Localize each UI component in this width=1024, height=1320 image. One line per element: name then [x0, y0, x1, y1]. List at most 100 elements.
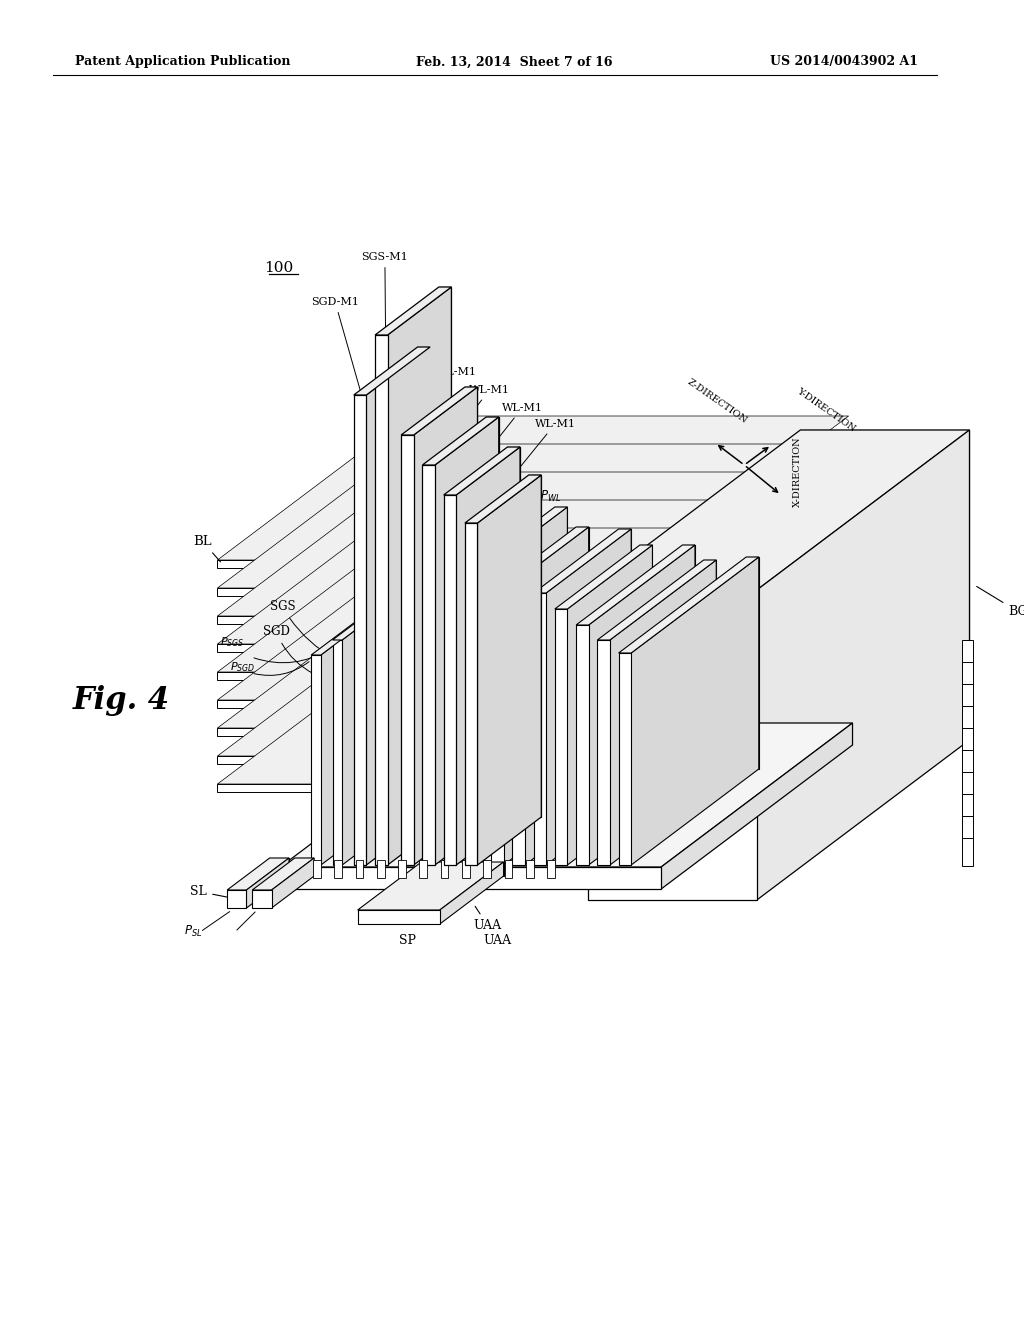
Polygon shape	[588, 430, 970, 590]
Polygon shape	[465, 387, 477, 817]
Polygon shape	[618, 653, 631, 865]
Text: SGD: SGD	[263, 624, 313, 673]
Polygon shape	[457, 447, 520, 865]
Polygon shape	[422, 417, 499, 465]
Text: Fig. 4: Fig. 4	[73, 685, 170, 715]
Polygon shape	[465, 523, 477, 865]
Bar	[462, 861, 470, 878]
Polygon shape	[631, 557, 759, 865]
Text: WL-M1: WL-M1	[452, 403, 543, 498]
Bar	[420, 861, 427, 878]
Polygon shape	[439, 862, 504, 924]
Polygon shape	[465, 475, 542, 523]
Bar	[398, 861, 406, 878]
Text: $P_{SL}$: $P_{SL}$	[183, 924, 202, 939]
Polygon shape	[321, 623, 364, 865]
Polygon shape	[333, 640, 342, 865]
Polygon shape	[295, 858, 314, 876]
Polygon shape	[217, 700, 657, 708]
Text: Y-DIRECTION: Y-DIRECTION	[795, 385, 856, 433]
Text: X-DIRECTION: X-DIRECTION	[793, 437, 802, 507]
Polygon shape	[333, 609, 385, 640]
Text: Feb. 13, 2014  Sheet 7 of 16: Feb. 13, 2014 Sheet 7 of 16	[416, 55, 612, 69]
Bar	[335, 861, 342, 878]
Polygon shape	[577, 624, 589, 865]
Text: WL: WL	[562, 661, 634, 702]
Polygon shape	[504, 507, 567, 865]
Polygon shape	[227, 890, 247, 908]
Polygon shape	[311, 623, 364, 655]
Polygon shape	[610, 560, 716, 865]
Polygon shape	[962, 640, 974, 668]
Polygon shape	[962, 663, 974, 690]
Polygon shape	[357, 909, 439, 924]
Polygon shape	[746, 557, 759, 770]
Text: WL-M1: WL-M1	[430, 385, 510, 467]
Polygon shape	[962, 816, 974, 843]
Text: WL-M1: WL-M1	[472, 418, 575, 525]
Polygon shape	[589, 545, 695, 865]
Polygon shape	[618, 557, 759, 653]
Polygon shape	[962, 684, 974, 711]
Polygon shape	[252, 858, 314, 890]
Polygon shape	[567, 545, 652, 865]
Polygon shape	[353, 347, 430, 395]
Polygon shape	[443, 447, 520, 495]
Polygon shape	[217, 500, 849, 644]
Polygon shape	[281, 723, 853, 867]
Polygon shape	[217, 672, 657, 680]
Polygon shape	[512, 576, 525, 865]
Polygon shape	[217, 583, 849, 729]
Text: BG: BG	[977, 586, 1024, 618]
Polygon shape	[443, 495, 457, 865]
Polygon shape	[271, 858, 314, 908]
Polygon shape	[962, 750, 974, 777]
Polygon shape	[401, 387, 477, 436]
Polygon shape	[512, 527, 589, 576]
Polygon shape	[217, 528, 849, 672]
Text: BL: BL	[194, 535, 220, 562]
Polygon shape	[269, 858, 289, 876]
Text: SGD-M1: SGD-M1	[311, 297, 364, 403]
Polygon shape	[588, 590, 757, 900]
Polygon shape	[534, 593, 546, 865]
Polygon shape	[375, 286, 452, 335]
Polygon shape	[662, 723, 853, 888]
Text: US 2014/0043902 A1: US 2014/0043902 A1	[770, 55, 919, 69]
Polygon shape	[962, 795, 974, 822]
Polygon shape	[577, 527, 589, 817]
Text: 100: 100	[264, 261, 293, 275]
Bar	[377, 861, 385, 878]
Bar	[313, 861, 321, 878]
Polygon shape	[962, 729, 974, 756]
Text: SGS: SGS	[269, 601, 335, 659]
Polygon shape	[962, 706, 974, 734]
Polygon shape	[414, 387, 477, 865]
Polygon shape	[525, 527, 589, 865]
Bar	[483, 861, 492, 878]
Bar	[525, 861, 534, 878]
Polygon shape	[217, 416, 849, 560]
Polygon shape	[555, 507, 567, 817]
Polygon shape	[227, 858, 289, 890]
Polygon shape	[422, 465, 435, 865]
Bar	[505, 861, 512, 878]
Polygon shape	[555, 545, 652, 609]
Text: WL-M1: WL-M1	[409, 367, 477, 438]
Polygon shape	[217, 616, 657, 624]
Polygon shape	[534, 529, 631, 593]
Polygon shape	[546, 529, 631, 865]
Polygon shape	[528, 475, 542, 817]
Polygon shape	[418, 347, 430, 817]
Polygon shape	[472, 723, 853, 744]
Bar	[440, 861, 449, 878]
Polygon shape	[439, 286, 452, 817]
Polygon shape	[486, 417, 499, 817]
Polygon shape	[357, 862, 504, 909]
Polygon shape	[342, 609, 385, 865]
Polygon shape	[962, 838, 974, 866]
Polygon shape	[477, 475, 542, 865]
Polygon shape	[217, 587, 657, 597]
Polygon shape	[555, 609, 567, 865]
Polygon shape	[217, 729, 657, 737]
